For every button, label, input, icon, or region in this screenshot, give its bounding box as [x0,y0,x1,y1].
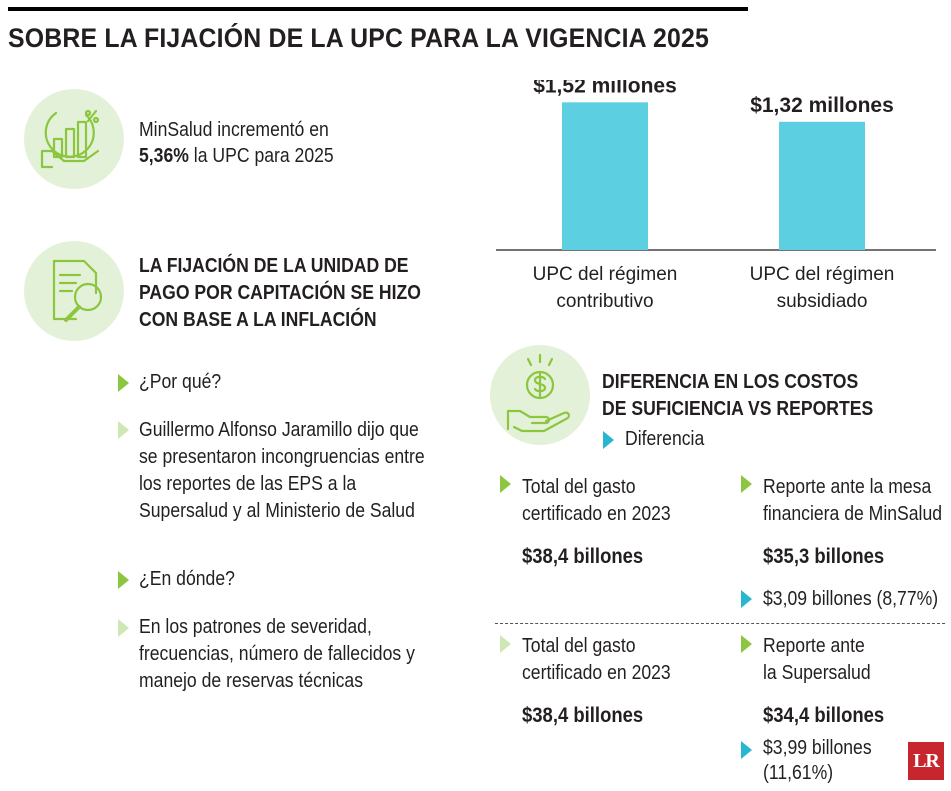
intro-line-1: MinSalud incrementó en [139,119,329,141]
question-where: ¿En dónde? [139,568,235,590]
category-label-contributivo-line-1: UPC del régimen [533,264,678,285]
top-rule [8,7,748,11]
bullet-arrow-icon [741,635,752,653]
category-label-subsidiado-line-1: UPC del régimen [750,264,895,285]
intro-line-2-rest: la UPC para 2025 [188,145,334,167]
bullet-arrow-icon [118,571,129,589]
row2-difference-line-2: (11,61%) [763,762,834,784]
row1-right-value: $35,3 billones [763,545,885,568]
bullet-arrow-icon [118,619,129,637]
document-search-icon [24,241,124,341]
answer-why-line-3: los reportes de las EPS a la [139,473,357,495]
answer-where-line-2: frecuencias, número de fallecidos y [139,643,415,665]
answer-why-line-1: Guillermo Alfonso Jaramillo dijo que [139,419,419,441]
answer-why-line-4: Supersalud y al Ministerio de Salud [139,500,415,522]
row2-left-value: $38,4 billones [522,704,644,727]
bullet-arrow-icon [500,635,511,653]
intro-line-2: 5,36% la UPC para 2025 [139,143,334,170]
money-hand-icon [490,345,590,445]
question-why: ¿Por qué? [139,371,222,393]
row1-left-value: $38,4 billones [522,545,644,568]
value-label-subsidiado: $1,32 millones [750,94,894,117]
growth-chart-icon [24,89,124,189]
row2-right-value: $34,4 billones [763,704,885,727]
category-label-subsidiado-line-2: subsidiado [777,291,868,312]
difference-arrow-icon [741,741,752,759]
difference-legend-label: Diferencia [625,428,705,450]
row1-right-label-2: financiera de MinSalud [763,503,943,525]
row1-left-label-2: certificado en 2023 [522,503,671,525]
row1-right-label-1: Reporte ante la mesa [763,476,932,498]
row1-left-label-1: Total del gasto [522,476,636,498]
bar-subsidiado [779,121,865,250]
row1-difference: $3,09 billones (8,77%) [763,588,939,610]
section2-heading-line-1: DIFERENCIA EN LOS COSTOS [602,371,859,393]
section2-heading-line-2: DE SUFICIENCIA VS REPORTES [602,398,874,420]
bullet-arrow-icon [118,374,129,392]
bullet-arrow-icon [741,475,752,493]
answer-where-line-1: En los patrones de severidad, [139,616,372,638]
bullet-arrow-icon [500,475,511,493]
row2-right-label-1: Reporte ante [763,635,865,657]
row2-difference-line-1: $3,99 billones [763,737,872,759]
answer-why-line-2: se presentaron incongruencias entre [139,446,425,468]
upc-bar-chart: $1,52 millones $1,32 millones UPC del ré… [496,80,936,312]
page-title: SOBRE LA FIJACIÓN DE LA UPC PARA LA VIGE… [8,23,709,53]
row2-right-label-2: la Supersalud [763,662,871,684]
bar-contributivo [562,102,648,250]
difference-arrow-icon [741,590,752,608]
row2-left-label-1: Total del gasto [522,635,636,657]
section1-heading-line-1: LA FIJACIÓN DE LA UNIDAD DE [139,255,409,277]
section1-heading-line-2: PAGO POR CAPITACIÓN SE HIZO [139,282,421,304]
category-label-contributivo-line-2: contributivo [556,291,653,312]
row-divider [495,623,945,624]
bullet-arrow-icon [118,421,129,439]
difference-legend-icon [603,431,614,449]
answer-where-line-3: manejo de reservas técnicas [139,670,364,692]
value-label-contributivo: $1,52 millones [533,80,677,97]
section1-heading-line-3: CON BASE A LA INFLACIÓN [139,309,377,331]
intro-percentage: 5,36% [139,145,189,167]
row2-left-label-2: certificado en 2023 [522,662,671,684]
lr-logo: LR [908,742,944,780]
